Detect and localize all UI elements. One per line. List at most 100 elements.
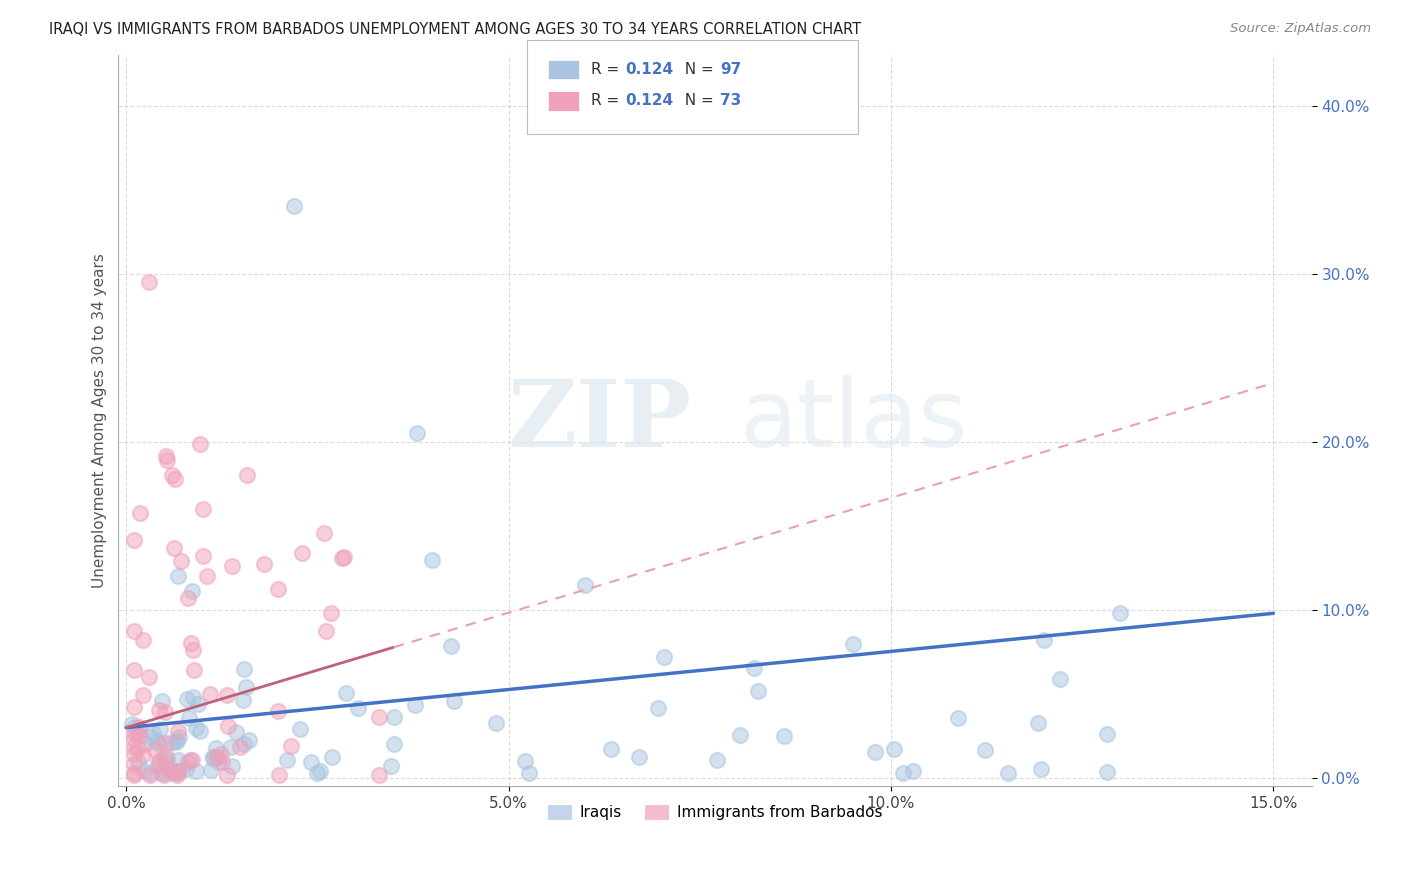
Point	[167, 724, 190, 739]
Point	[367, 710, 389, 724]
Point	[131, 747, 153, 762]
Point	[122, 756, 145, 771]
Point	[138, 670, 160, 684]
Text: atlas: atlas	[740, 375, 967, 467]
Point	[153, 768, 176, 782]
Point	[139, 768, 162, 782]
Point	[180, 636, 202, 650]
Point	[184, 721, 207, 735]
Point	[160, 735, 183, 749]
Point	[238, 733, 260, 747]
Point	[166, 764, 188, 779]
Point	[628, 750, 651, 764]
Point	[165, 735, 187, 749]
Point	[163, 541, 186, 555]
Point	[652, 649, 675, 664]
Point	[166, 768, 188, 782]
Point	[217, 719, 239, 733]
Point	[128, 720, 150, 734]
Point	[200, 763, 222, 777]
Point	[382, 737, 405, 751]
Point	[207, 749, 229, 764]
Point	[128, 506, 150, 520]
Point	[156, 752, 179, 766]
Point	[176, 692, 198, 706]
Point	[443, 694, 465, 708]
Point	[211, 755, 233, 769]
Point	[974, 743, 997, 757]
Point	[177, 756, 200, 770]
Text: 73: 73	[720, 94, 741, 108]
Point	[346, 701, 368, 715]
Point	[321, 749, 343, 764]
Point	[181, 753, 204, 767]
Point	[229, 740, 252, 755]
Point	[191, 502, 214, 516]
Point	[146, 756, 169, 770]
Point	[122, 739, 145, 754]
Point	[183, 690, 205, 704]
Point	[148, 737, 170, 751]
Point	[187, 697, 209, 711]
Point	[728, 728, 751, 742]
Point	[235, 680, 257, 694]
Point	[307, 766, 329, 780]
Text: 0.124: 0.124	[626, 94, 673, 108]
Text: Source: ZipAtlas.com: Source: ZipAtlas.com	[1230, 22, 1371, 36]
Point	[153, 705, 176, 719]
Point	[367, 768, 389, 782]
Point	[901, 764, 924, 778]
Point	[299, 755, 322, 769]
Point	[157, 762, 180, 776]
Point	[127, 755, 149, 769]
Point	[515, 754, 537, 768]
Point	[127, 725, 149, 739]
Point	[124, 720, 146, 734]
Point	[201, 750, 224, 764]
Text: N =: N =	[675, 62, 718, 77]
Point	[183, 663, 205, 677]
Point	[517, 766, 540, 780]
Point	[193, 549, 215, 564]
Point	[122, 700, 145, 714]
Point	[167, 569, 190, 583]
Point	[221, 759, 243, 773]
Point	[207, 755, 229, 769]
Point	[166, 733, 188, 747]
Point	[742, 661, 765, 675]
Point	[276, 753, 298, 767]
Text: IRAQI VS IMMIGRANTS FROM BARBADOS UNEMPLOYMENT AMONG AGES 30 TO 34 YEARS CORRELA: IRAQI VS IMMIGRANTS FROM BARBADOS UNEMPL…	[49, 22, 862, 37]
Point	[221, 558, 243, 573]
Point	[122, 533, 145, 547]
Text: R =: R =	[591, 62, 624, 77]
Point	[122, 731, 145, 746]
Point	[146, 734, 169, 748]
Point	[155, 735, 177, 749]
Point	[160, 468, 183, 483]
Point	[209, 747, 232, 761]
Y-axis label: Unemployment Among Ages 30 to 34 years: Unemployment Among Ages 30 to 34 years	[93, 253, 107, 588]
Point	[127, 740, 149, 755]
Point	[188, 437, 211, 451]
Point	[143, 743, 166, 757]
Point	[440, 639, 463, 653]
Point	[647, 701, 669, 715]
Point	[139, 766, 162, 780]
Point	[122, 747, 145, 761]
Point	[215, 768, 238, 782]
Point	[288, 722, 311, 736]
Point	[1033, 633, 1056, 648]
Point	[122, 766, 145, 780]
Point	[167, 730, 190, 744]
Point	[232, 662, 254, 676]
Point	[122, 768, 145, 782]
Point	[1029, 762, 1052, 776]
Point	[232, 693, 254, 707]
Point	[382, 710, 405, 724]
Point	[174, 762, 197, 776]
Point	[138, 730, 160, 744]
Point	[184, 764, 207, 778]
Point	[180, 583, 202, 598]
Point	[132, 764, 155, 778]
Point	[269, 768, 291, 782]
